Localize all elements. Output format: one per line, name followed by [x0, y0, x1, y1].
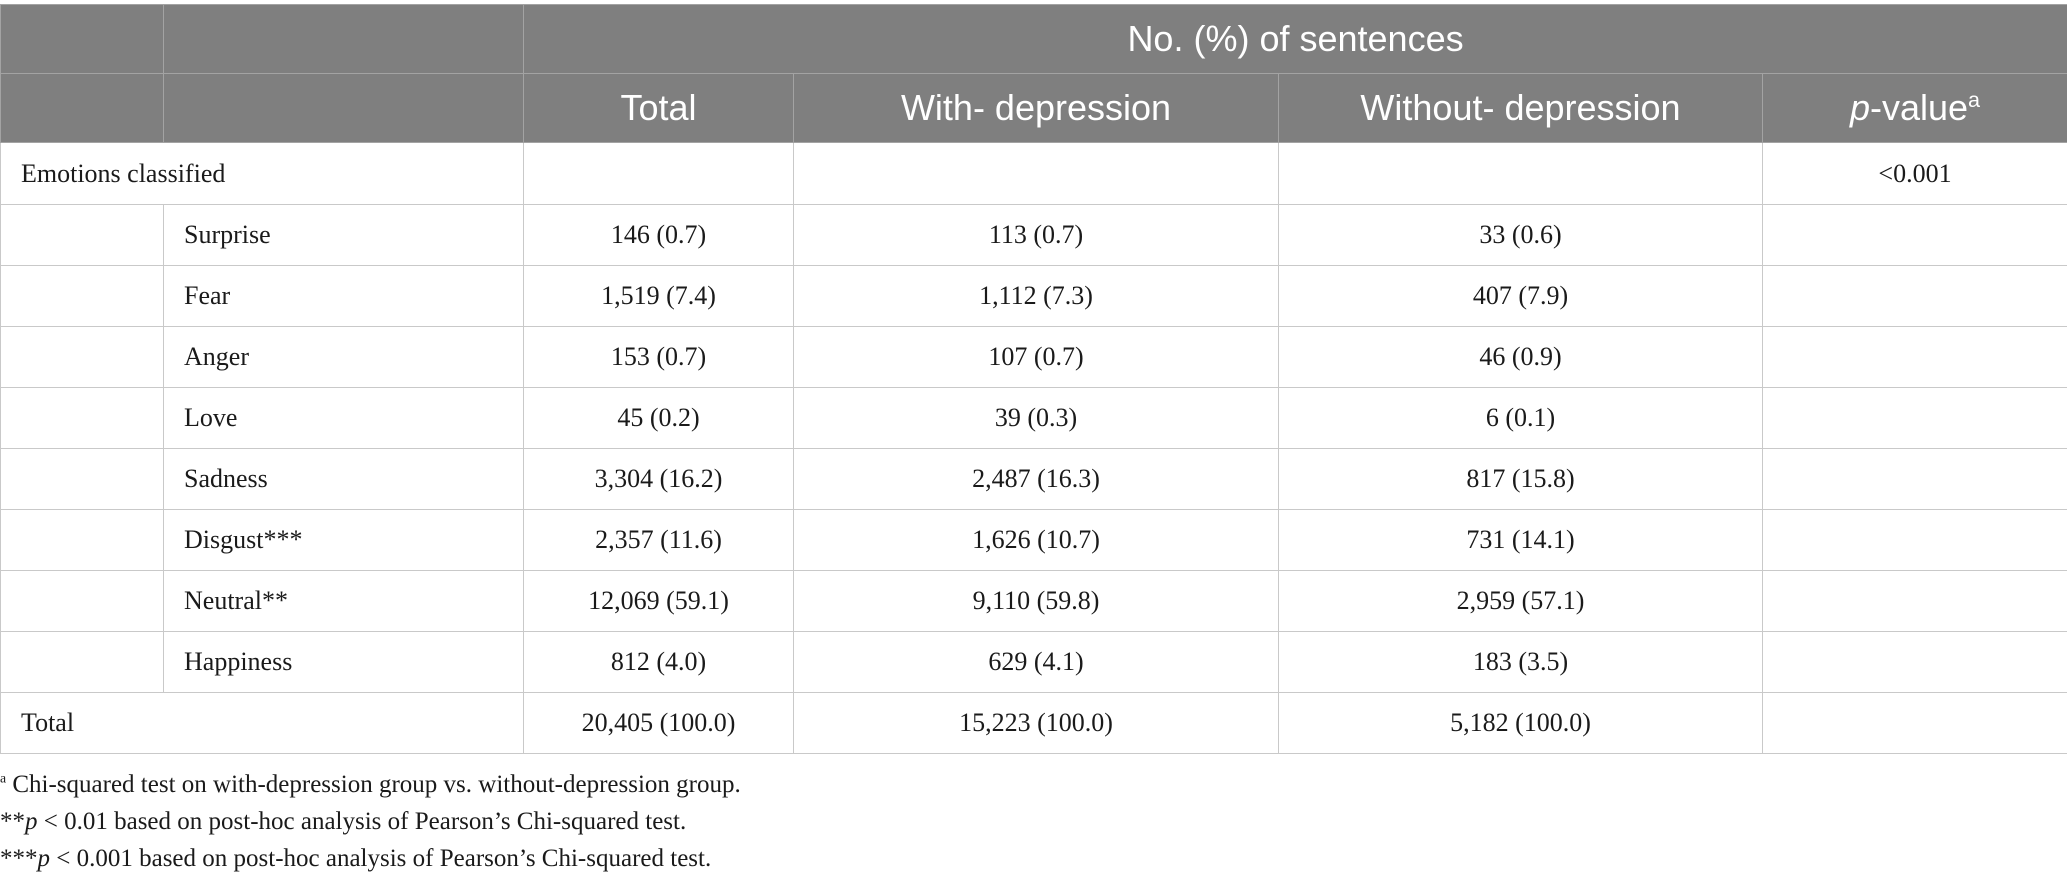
cell-total: 1,519 (7.4) — [523, 265, 794, 327]
row-label: Happiness — [163, 631, 524, 693]
footnote-c-prefix: *** — [0, 845, 38, 872]
cell-without: 2,959 (57.1) — [1278, 570, 1763, 632]
table-cell — [1278, 142, 1763, 205]
cell-without: 183 (3.5) — [1278, 631, 1763, 693]
cell-pvalue — [1761, 387, 2067, 449]
footnote-c-text: < 0.001 based on post-hoc analysis of Pe… — [50, 845, 712, 872]
cell-pvalue — [1761, 326, 2067, 388]
cell-total: 45 (0.2) — [523, 387, 794, 449]
cell-with: 2,487 (16.3) — [793, 448, 1279, 510]
indent-cell — [0, 448, 164, 510]
indent-cell — [0, 509, 164, 571]
footnote-b-p: p — [25, 808, 38, 835]
header-row-columns: Total With- depression Without- depressi… — [0, 73, 2067, 143]
table-row: Happiness 812 (4.0) 629 (4.1) 183 (3.5) — [0, 631, 2067, 693]
header-empty-cell — [163, 73, 524, 143]
cell-with: 15,223 (100.0) — [793, 692, 1279, 754]
cell-with: 107 (0.7) — [793, 326, 1279, 388]
cell-with: 39 (0.3) — [793, 387, 1279, 449]
footnote-c-p: p — [37, 845, 51, 872]
cell-without: 5,182 (100.0) — [1278, 692, 1763, 754]
table-row: Disgust*** 2,357 (11.6) 1,626 (10.7) 731… — [0, 509, 2067, 571]
cell-with: 9,110 (59.8) — [793, 570, 1279, 632]
header-empty-cell — [0, 73, 164, 143]
indent-cell — [0, 631, 164, 693]
cell-without: 33 (0.6) — [1278, 204, 1763, 266]
header-empty-cell — [163, 4, 524, 74]
table-row: Love 45 (0.2) 39 (0.3) 6 (0.1) — [0, 387, 2067, 449]
cell-pvalue — [1761, 448, 2067, 510]
indent-cell — [0, 204, 164, 266]
row-label: Disgust*** — [163, 509, 524, 571]
footnotes: a Chi-squared test on with-depression gr… — [0, 766, 741, 877]
pvalue-sup: a — [1968, 87, 1981, 112]
col-header-total: Total — [523, 73, 794, 143]
footnote-b: **p < 0.01 based on post-hoc analysis of… — [0, 803, 741, 840]
table-row: Anger 153 (0.7) 107 (0.7) 46 (0.9) — [0, 326, 2067, 388]
cell-with: 1,626 (10.7) — [793, 509, 1279, 571]
footnote-c: ***p < 0.001 based on post-hoc analysis … — [0, 840, 741, 877]
row-label: Anger — [163, 326, 524, 388]
cell-with: 1,112 (7.3) — [793, 265, 1279, 327]
emotion-table: No. (%) of sentences Total With- depress… — [0, 4, 2067, 754]
total-row: Total 20,405 (100.0) 15,223 (100.0) 5,18… — [0, 692, 2067, 754]
cell-total: 12,069 (59.1) — [523, 570, 794, 632]
footnote-a: a Chi-squared test on with-depression gr… — [0, 766, 741, 803]
cell-without: 731 (14.1) — [1278, 509, 1763, 571]
row-label: Fear — [163, 265, 524, 327]
row-label: Neutral** — [163, 570, 524, 632]
section-pvalue: <0.001 — [1761, 142, 2067, 205]
table-row: Fear 1,519 (7.4) 1,112 (7.3) 407 (7.9) — [0, 265, 2067, 327]
cell-with: 113 (0.7) — [793, 204, 1279, 266]
cell-total: 146 (0.7) — [523, 204, 794, 266]
cell-total: 153 (0.7) — [523, 326, 794, 388]
group-title: No. (%) of sentences — [522, 4, 2067, 74]
cell-total: 2,357 (11.6) — [523, 509, 794, 571]
cell-pvalue — [1761, 631, 2067, 693]
col-header-pvalue: p-valuea — [1761, 73, 2067, 143]
table-row: Neutral** 12,069 (59.1) 9,110 (59.8) 2,9… — [0, 570, 2067, 632]
indent-cell — [0, 326, 164, 388]
col-header-with-depression: With- depression — [793, 73, 1279, 143]
cell-total: 812 (4.0) — [523, 631, 794, 693]
footnote-b-text: < 0.01 based on post-hoc analysis of Pea… — [37, 808, 687, 835]
indent-cell — [0, 570, 164, 632]
cell-pvalue — [1761, 692, 2067, 754]
table-cell — [793, 142, 1279, 205]
section-row: Emotions classified <0.001 — [0, 142, 2067, 205]
pvalue-text: -value — [1869, 87, 1969, 128]
cell-without: 817 (15.8) — [1278, 448, 1763, 510]
indent-cell — [0, 265, 164, 327]
cell-pvalue — [1761, 509, 2067, 571]
indent-cell — [0, 387, 164, 449]
cell-total: 3,304 (16.2) — [523, 448, 794, 510]
table-cell — [523, 142, 794, 205]
section-label: Emotions classified — [0, 142, 524, 205]
row-label: Surprise — [163, 204, 524, 266]
footnote-b-prefix: ** — [0, 808, 25, 835]
header-row-group: No. (%) of sentences — [0, 4, 2067, 74]
footnote-a-marker: a — [0, 770, 7, 786]
table-row: Surprise 146 (0.7) 113 (0.7) 33 (0.6) — [0, 204, 2067, 266]
cell-with: 629 (4.1) — [793, 631, 1279, 693]
cell-pvalue — [1761, 265, 2067, 327]
cell-without: 46 (0.9) — [1278, 326, 1763, 388]
cell-without: 407 (7.9) — [1278, 265, 1763, 327]
pvalue-p: p — [1849, 87, 1870, 128]
footnote-a-text: Chi-squared test on with-depression grou… — [6, 771, 741, 798]
total-label: Total — [0, 692, 524, 754]
header-empty-cell — [0, 4, 164, 74]
cell-pvalue — [1761, 570, 2067, 632]
row-label: Love — [163, 387, 524, 449]
cell-total: 20,405 (100.0) — [523, 692, 794, 754]
cell-pvalue — [1761, 204, 2067, 266]
row-label: Sadness — [163, 448, 524, 510]
col-header-without-depression: Without- depression — [1278, 73, 1763, 143]
cell-without: 6 (0.1) — [1278, 387, 1763, 449]
table-row: Sadness 3,304 (16.2) 2,487 (16.3) 817 (1… — [0, 448, 2067, 510]
